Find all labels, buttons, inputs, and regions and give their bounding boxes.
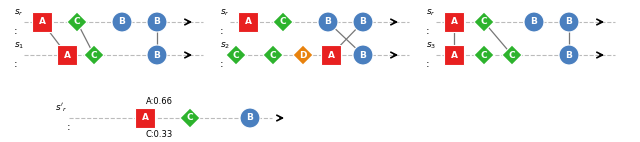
Text: $s_r$: $s_r$ <box>220 8 230 18</box>
Text: C: C <box>91 51 97 59</box>
Text: C: C <box>481 51 487 59</box>
Text: A: A <box>63 51 70 59</box>
Text: B: B <box>360 51 367 59</box>
Circle shape <box>559 12 579 32</box>
Text: D: D <box>300 51 307 59</box>
Text: $s_3$: $s_3$ <box>426 40 436 51</box>
Text: $s_r$: $s_r$ <box>426 8 436 18</box>
Text: :: : <box>220 59 223 69</box>
Text: A: A <box>141 113 148 123</box>
Circle shape <box>524 12 544 32</box>
Polygon shape <box>474 45 494 65</box>
Text: C: C <box>187 113 193 123</box>
Text: C: C <box>233 51 239 59</box>
Text: :: : <box>67 122 70 132</box>
Polygon shape <box>84 45 104 65</box>
Polygon shape <box>474 12 494 32</box>
Text: A: A <box>328 51 335 59</box>
Text: :: : <box>14 59 18 69</box>
Circle shape <box>353 45 373 65</box>
Text: C:0.33: C:0.33 <box>146 130 173 139</box>
Polygon shape <box>502 45 522 65</box>
Text: B: B <box>324 17 332 27</box>
Bar <box>321 45 341 65</box>
Text: B: B <box>154 17 161 27</box>
Text: B: B <box>360 17 367 27</box>
Circle shape <box>147 12 167 32</box>
Text: B: B <box>118 17 125 27</box>
Bar <box>57 45 77 65</box>
Text: A: A <box>451 17 458 27</box>
Bar <box>135 108 155 128</box>
Text: B: B <box>566 51 572 59</box>
Circle shape <box>353 12 373 32</box>
Polygon shape <box>263 45 283 65</box>
Bar <box>444 12 464 32</box>
Polygon shape <box>273 12 293 32</box>
Text: B: B <box>566 17 572 27</box>
Polygon shape <box>180 108 200 128</box>
Circle shape <box>147 45 167 65</box>
Text: B: B <box>154 51 161 59</box>
Bar <box>32 12 52 32</box>
Text: A: A <box>244 17 252 27</box>
Text: $s_2$: $s_2$ <box>220 40 230 51</box>
Text: :: : <box>426 26 429 36</box>
Text: A: A <box>38 17 45 27</box>
Polygon shape <box>226 45 246 65</box>
Polygon shape <box>67 12 87 32</box>
Text: C: C <box>280 17 286 27</box>
Text: :: : <box>14 26 18 36</box>
Text: A:0.66: A:0.66 <box>146 97 173 106</box>
Text: :: : <box>220 26 223 36</box>
Circle shape <box>559 45 579 65</box>
Circle shape <box>318 12 338 32</box>
Text: B: B <box>246 113 253 123</box>
Text: C: C <box>481 17 487 27</box>
Circle shape <box>112 12 132 32</box>
Polygon shape <box>293 45 313 65</box>
Text: :: : <box>426 59 429 69</box>
Text: C: C <box>74 17 80 27</box>
Circle shape <box>240 108 260 128</box>
Bar <box>444 45 464 65</box>
Text: B: B <box>531 17 538 27</box>
Text: $s_1$: $s_1$ <box>14 40 24 51</box>
Text: C: C <box>509 51 515 59</box>
Text: C: C <box>269 51 276 59</box>
Text: A: A <box>451 51 458 59</box>
Bar <box>238 12 258 32</box>
Text: $s_r$: $s_r$ <box>14 8 24 18</box>
Text: $s'_r$: $s'_r$ <box>55 102 67 114</box>
